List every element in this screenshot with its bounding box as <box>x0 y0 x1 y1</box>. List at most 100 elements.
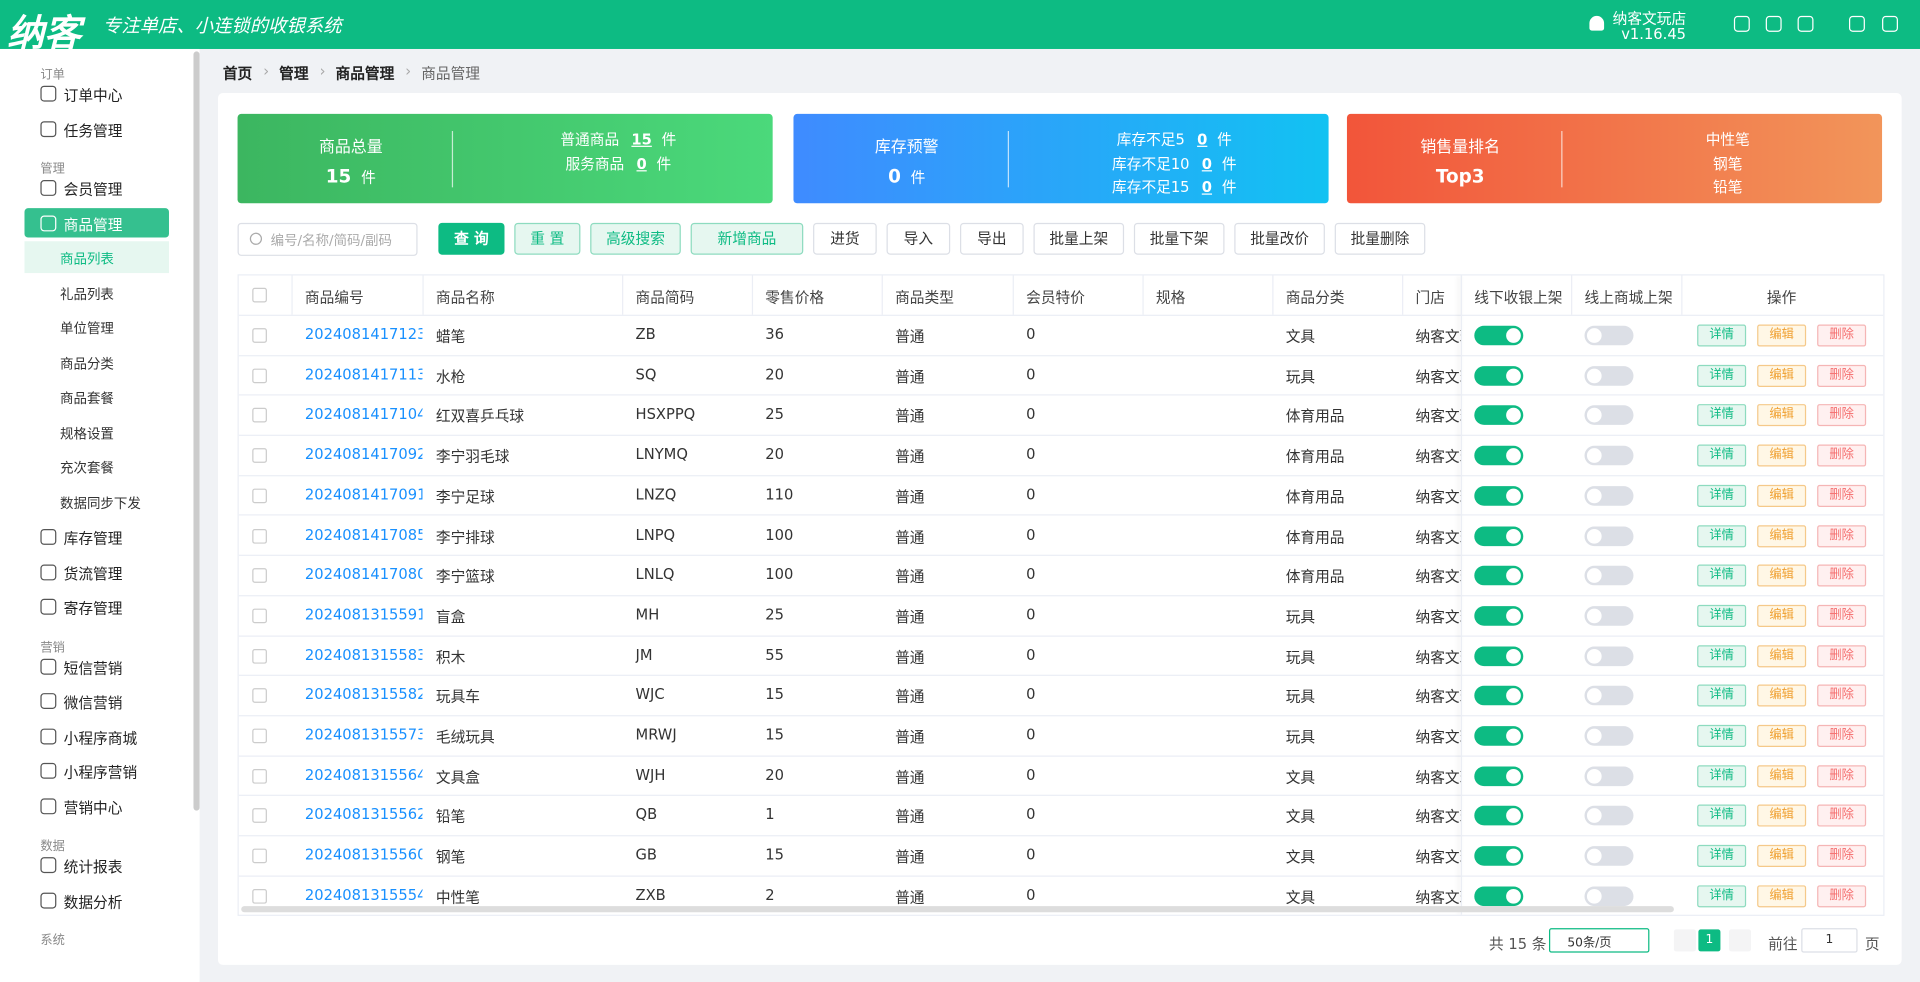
toggle[interactable] <box>1584 886 1634 906</box>
header-icon[interactable] <box>1848 15 1865 32</box>
checkbox[interactable] <box>252 448 267 463</box>
checkbox[interactable] <box>252 648 267 664</box>
toggle[interactable] <box>1584 445 1634 466</box>
product-code-link[interactable]: 20240814171134 <box>304 365 423 383</box>
action-button[interactable]: 删除 <box>1817 724 1867 747</box>
submenu-item[interactable]: 商品列表 <box>60 251 114 267</box>
action-button[interactable]: 删除 <box>1817 444 1867 467</box>
user-name[interactable]: 纳客文玩店 <box>1612 9 1687 27</box>
submenu-item[interactable]: 礼品列表 <box>60 285 114 302</box>
toggle[interactable] <box>1474 365 1524 386</box>
toolbar-button[interactable]: 查 询 <box>438 222 505 255</box>
action-button[interactable]: 详情 <box>1697 404 1747 427</box>
product-code-link[interactable]: 20240813155733 <box>304 726 423 744</box>
menu-item[interactable]: 微信营销 <box>63 694 123 712</box>
toolbar-button[interactable]: 进货 <box>813 222 877 255</box>
product-code-link[interactable]: 20240814170854 <box>304 525 423 544</box>
product-code-link[interactable]: 20240814170801 <box>304 565 423 584</box>
menu-item[interactable]: 统计报表 <box>63 858 123 876</box>
checkbox[interactable] <box>252 808 267 824</box>
toggle[interactable] <box>1584 846 1634 866</box>
toggle[interactable] <box>1474 325 1524 346</box>
action-button[interactable]: 详情 <box>1697 484 1747 507</box>
toggle[interactable] <box>1584 766 1634 786</box>
product-code-link[interactable]: 20240814171044 <box>304 405 423 423</box>
toggle[interactable] <box>1584 485 1634 506</box>
checkbox[interactable] <box>252 608 267 624</box>
toolbar-button[interactable]: 高级搜索 <box>590 222 681 255</box>
action-button[interactable]: 删除 <box>1817 404 1867 427</box>
product-code-link[interactable]: 20240813155624 <box>304 806 423 824</box>
toolbar-button[interactable]: 重 置 <box>514 222 581 255</box>
toolbar-button[interactable]: 批量删除 <box>1334 222 1426 255</box>
toolbar-button[interactable]: 导入 <box>886 222 951 255</box>
toggle[interactable] <box>1474 485 1524 506</box>
submenu-item[interactable]: 商品套餐 <box>60 390 114 407</box>
action-button[interactable]: 编辑 <box>1757 364 1807 387</box>
product-code-link[interactable]: 20240814170910 <box>304 485 423 504</box>
toggle[interactable] <box>1474 686 1524 706</box>
toggle[interactable] <box>1584 726 1634 746</box>
checkbox[interactable] <box>252 408 267 423</box>
breadcrumb-item[interactable]: 首页 <box>222 64 253 83</box>
action-button[interactable]: 删除 <box>1817 845 1867 868</box>
action-button[interactable]: 详情 <box>1697 564 1747 587</box>
toolbar-button[interactable]: 批量改价 <box>1234 222 1325 255</box>
action-button[interactable]: 删除 <box>1817 484 1867 507</box>
action-button[interactable]: 编辑 <box>1757 564 1807 587</box>
toggle[interactable] <box>1474 726 1524 746</box>
submenu-item[interactable]: 商品分类 <box>60 355 114 372</box>
menu-item[interactable]: 小程序商城 <box>63 729 138 747</box>
next[interactable] <box>1728 929 1752 952</box>
toggle[interactable] <box>1584 405 1634 426</box>
card-line-value[interactable]: 0 <box>1201 178 1213 196</box>
action-button[interactable]: 详情 <box>1697 684 1747 707</box>
menu-item[interactable]: 寄存管理 <box>63 600 123 618</box>
page-current[interactable]: 1 <box>1698 929 1721 952</box>
action-button[interactable]: 删除 <box>1817 764 1867 787</box>
action-button[interactable]: 编辑 <box>1757 845 1807 868</box>
action-button[interactable]: 编辑 <box>1757 764 1807 787</box>
toggle[interactable] <box>1584 365 1634 386</box>
toolbar-button[interactable]: 新增商品 <box>690 222 804 255</box>
action-button[interactable]: 详情 <box>1697 324 1747 347</box>
product-code-link[interactable]: 20240813155824 <box>304 686 423 704</box>
menu-item[interactable]: 数据分析 <box>63 893 123 911</box>
toggle[interactable] <box>1474 766 1524 786</box>
product-code-link[interactable]: 20240814170927 <box>304 445 423 463</box>
checkbox[interactable] <box>252 328 267 343</box>
action-button[interactable]: 删除 <box>1817 804 1867 828</box>
page-size-select[interactable]: 50条/页 <box>1548 928 1650 953</box>
toggle[interactable] <box>1584 325 1634 346</box>
breadcrumb-item[interactable]: 商品管理 <box>335 64 395 83</box>
product-code-link[interactable]: 20240813155914 <box>304 605 423 624</box>
action-button[interactable]: 编辑 <box>1757 444 1807 467</box>
action-button[interactable]: 详情 <box>1697 845 1747 868</box>
toggle[interactable] <box>1474 405 1524 426</box>
product-code-link[interactable]: 20240813155607 <box>304 846 423 864</box>
toggle[interactable] <box>1474 646 1524 666</box>
action-button[interactable]: 详情 <box>1697 604 1747 627</box>
action-button[interactable]: 详情 <box>1697 644 1747 667</box>
card-line-value[interactable]: 15 <box>631 131 652 149</box>
checkbox[interactable] <box>252 528 267 544</box>
toggle[interactable] <box>1474 525 1524 546</box>
action-button[interactable]: 编辑 <box>1757 604 1807 627</box>
action-button[interactable]: 详情 <box>1697 444 1747 467</box>
action-button[interactable]: 编辑 <box>1757 804 1807 828</box>
card-line-value[interactable]: 0 <box>1201 154 1213 173</box>
submenu-item[interactable]: 数据同步下发 <box>60 495 141 512</box>
toggle[interactable] <box>1474 565 1524 586</box>
action-button[interactable]: 详情 <box>1697 885 1747 908</box>
checkbox[interactable] <box>252 488 267 504</box>
header-icon[interactable] <box>1733 15 1750 32</box>
toggle[interactable] <box>1584 686 1634 706</box>
header-icon[interactable] <box>1797 15 1814 32</box>
card-line-value[interactable]: 0 <box>1197 131 1208 149</box>
checkbox[interactable] <box>252 287 267 303</box>
menu-item[interactable]: 会员管理 <box>63 181 123 199</box>
h-scrollbar[interactable] <box>241 906 1674 913</box>
toolbar-button[interactable]: 批量下架 <box>1133 222 1225 255</box>
toggle[interactable] <box>1584 646 1634 666</box>
action-button[interactable]: 编辑 <box>1757 484 1807 507</box>
